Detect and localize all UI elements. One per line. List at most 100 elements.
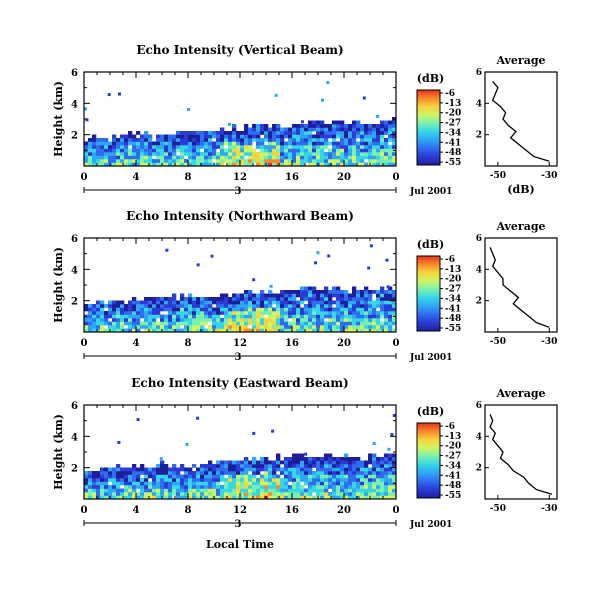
profile-x-tick: -50 xyxy=(490,337,506,347)
colorbar-tick: -6 xyxy=(445,422,455,432)
colorbar-tick: -55 xyxy=(445,324,461,334)
colorbar xyxy=(416,422,441,499)
panel-2: Echo Intensity (Eastward Beam) 0 4 8 12 16 20 0… xyxy=(52,376,558,530)
colorbar-tick: -48 xyxy=(445,314,461,324)
profile-x-label: (dB) xyxy=(507,183,534,196)
profile-x-tick: -30 xyxy=(541,171,557,181)
colorbar-tick: -20 xyxy=(445,109,461,119)
heatmap-echo-layer xyxy=(84,414,397,500)
colorbar-tick: -41 xyxy=(445,304,461,314)
day-marker: 3 xyxy=(235,186,242,197)
heatmap-echo-layer xyxy=(84,244,397,333)
colorbar-tick: -27 xyxy=(445,452,461,462)
profile-frame xyxy=(484,71,558,167)
profile-x-tick: -50 xyxy=(490,171,506,181)
panel-title: Echo Intensity (Eastward Beam) xyxy=(131,376,348,390)
colorbar-tick: -34 xyxy=(445,461,461,471)
x-tick-label: 12 xyxy=(233,172,247,183)
profile-line xyxy=(489,247,550,328)
panel-title: Echo Intensity (Northward Beam) xyxy=(126,209,354,223)
colorbar-tick: -27 xyxy=(445,285,461,295)
y-tick-label: 4 xyxy=(71,432,78,443)
y-tick-label: 2 xyxy=(71,131,78,142)
y-tick-label: 6 xyxy=(71,234,78,245)
profile-y-tick: 6 xyxy=(476,401,482,411)
colorbar-tick: -6 xyxy=(445,255,455,265)
x-tick-label: 8 xyxy=(185,505,192,516)
y-tick-label: 4 xyxy=(71,99,78,110)
y-axis-label: Height (km) xyxy=(52,414,65,490)
x-tick-label: 16 xyxy=(285,172,299,183)
x-axis-label: Local Time xyxy=(206,538,274,551)
panel-0: Echo Intensity (Vertical Beam) 0 4 8 12 16 20 0… xyxy=(52,43,558,197)
colorbar-tick: -34 xyxy=(445,128,461,138)
profile-y-tick: 6 xyxy=(476,68,482,78)
profile-x-tick: -30 xyxy=(541,337,557,347)
day-marker: 3 xyxy=(235,519,242,530)
x-tick-label: 0 xyxy=(81,505,88,516)
colorbar-tick: -13 xyxy=(445,99,461,109)
date-label: Jul 2001 xyxy=(409,353,452,363)
colorbar-unit: (dB) xyxy=(417,72,444,85)
profile-title: Average xyxy=(495,220,545,233)
x-tick-label: 16 xyxy=(285,338,299,349)
colorbar-tick: -48 xyxy=(445,481,461,491)
y-axis-label: Height (km) xyxy=(52,247,65,323)
x-tick-label: 0 xyxy=(393,505,400,516)
y-tick-label: 6 xyxy=(71,401,78,412)
profile-y-tick: 4 xyxy=(476,432,482,442)
profile-y-tick: 2 xyxy=(476,464,482,474)
colorbar-tick: -6 xyxy=(445,89,455,99)
profile-x-tick: -30 xyxy=(541,504,557,514)
colorbar-tick: -41 xyxy=(445,138,461,148)
colorbar xyxy=(416,89,441,166)
x-tick-label: 20 xyxy=(337,505,351,516)
x-tick-label: 0 xyxy=(81,338,88,349)
date-label: Jul 2001 xyxy=(409,520,452,530)
date-label: Jul 2001 xyxy=(409,187,452,197)
x-tick-label: 12 xyxy=(233,338,247,349)
panel-title: Echo Intensity (Vertical Beam) xyxy=(136,43,343,57)
x-tick-label: 0 xyxy=(393,172,400,183)
x-tick-label: 4 xyxy=(133,172,140,183)
y-tick-label: 2 xyxy=(71,297,78,308)
x-tick-label: 0 xyxy=(81,172,88,183)
x-tick-label: 4 xyxy=(133,505,140,516)
x-tick-label: 4 xyxy=(133,338,140,349)
x-tick-label: 20 xyxy=(337,338,351,349)
colorbar-tick: -41 xyxy=(445,471,461,481)
y-tick-label: 4 xyxy=(71,265,78,276)
profile-frame xyxy=(484,237,558,333)
x-tick-label: 8 xyxy=(185,338,192,349)
x-tick-label: 16 xyxy=(285,505,299,516)
profile-line xyxy=(489,414,553,495)
colorbar-tick: -20 xyxy=(445,442,461,452)
colorbar-tick: -13 xyxy=(445,432,461,442)
profile-line xyxy=(491,80,550,162)
y-tick-label: 2 xyxy=(71,464,78,475)
profile-x-tick: -50 xyxy=(490,504,506,514)
colorbar-tick: -55 xyxy=(445,158,461,168)
day-marker: 3 xyxy=(235,352,242,363)
profile-y-tick: 2 xyxy=(476,297,482,307)
y-tick-label: 6 xyxy=(71,68,78,79)
profile-y-tick: 2 xyxy=(476,131,482,141)
profile-y-tick: 4 xyxy=(476,265,482,275)
profile-y-tick: 4 xyxy=(476,99,482,109)
colorbar-unit: (dB) xyxy=(417,405,444,418)
x-tick-label: 12 xyxy=(233,505,247,516)
x-tick-label: 0 xyxy=(393,338,400,349)
x-tick-label: 20 xyxy=(337,172,351,183)
panel-1: Echo Intensity (Northward Beam)0 4 8 12 16 20… xyxy=(52,209,558,363)
colorbar-tick: -34 xyxy=(445,294,461,304)
profile-y-tick: 6 xyxy=(476,234,482,244)
profile-title: Average xyxy=(495,387,545,400)
colorbar-tick: -48 xyxy=(445,148,461,158)
y-axis-label: Height (km) xyxy=(52,81,65,157)
x-tick-label: 8 xyxy=(185,172,192,183)
colorbar-tick: -13 xyxy=(445,265,461,275)
colorbar-tick: -55 xyxy=(445,491,461,501)
colorbar-tick: -27 xyxy=(445,119,461,129)
profile-frame xyxy=(484,404,558,500)
